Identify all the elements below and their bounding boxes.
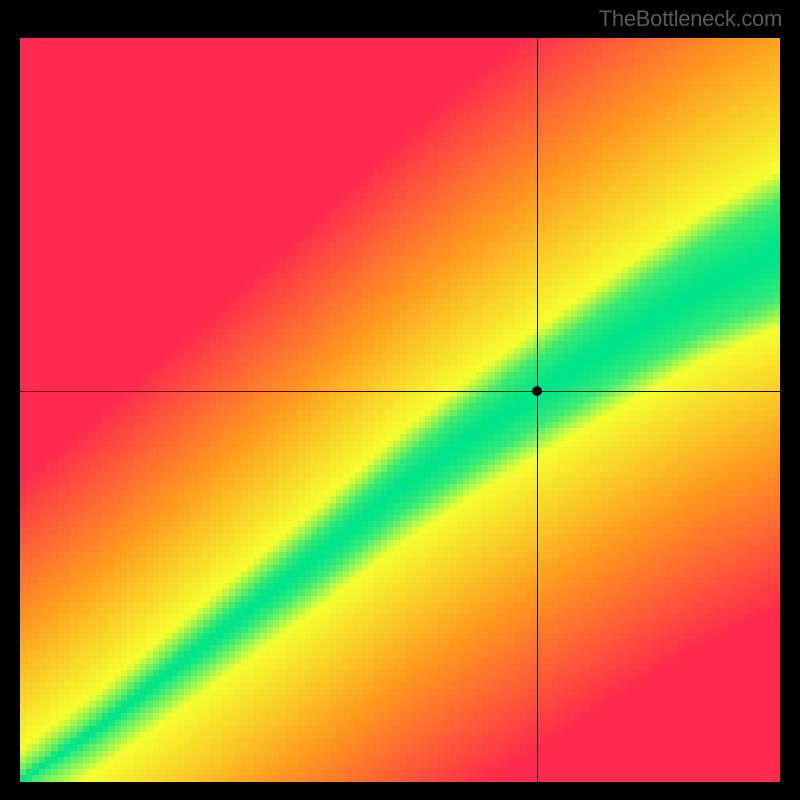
crosshair-vertical xyxy=(537,38,538,782)
plot-frame xyxy=(12,30,788,790)
chart-container: TheBottleneck.com xyxy=(0,0,800,800)
bottleneck-heatmap xyxy=(20,38,780,782)
watermark-text: TheBottleneck.com xyxy=(599,6,782,32)
crosshair-horizontal xyxy=(20,391,780,392)
crosshair-marker xyxy=(532,386,542,396)
